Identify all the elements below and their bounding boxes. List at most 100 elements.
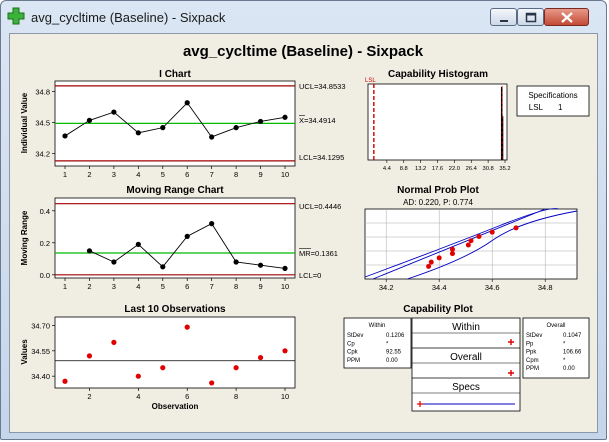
- mr-chart-ytick-label: 0.2: [40, 239, 50, 248]
- overall-stat-label: Ppk: [526, 350, 537, 356]
- capability-plot-title: Capability Plot: [403, 304, 473, 315]
- prob-plot-area: [364, 208, 578, 280]
- mr-chart-ytick-label: 0.4: [40, 207, 50, 216]
- last10-point: [209, 380, 215, 386]
- within-stat-label: StDev: [347, 333, 363, 339]
- last10-title: Last 10 Observations: [124, 304, 226, 315]
- specifications-title: Specifications: [528, 91, 577, 100]
- prob-plot-point: [476, 233, 482, 239]
- last10-xtick-label: 6: [185, 392, 189, 401]
- i-chart-ytick-label: 34.2: [35, 150, 50, 159]
- i-chart-point: [257, 118, 264, 125]
- i-chart-point: [62, 133, 68, 139]
- last10-point: [257, 354, 264, 361]
- i-chart-lcl-label: LCL=34.1295: [299, 153, 344, 162]
- prob-plot-point: [449, 251, 455, 257]
- mr-chart-xtick-label: 5: [161, 282, 165, 291]
- report-title: avg_cycltime (Baseline) - Sixpack: [183, 43, 424, 60]
- i-chart-xtick-label: 4: [136, 170, 140, 179]
- overall-stat-label: StDev: [526, 333, 542, 339]
- i-chart-point: [135, 130, 141, 136]
- i-chart-ylabel: Individual Value: [20, 92, 29, 153]
- specifications-box: [516, 85, 590, 117]
- mr-chart-title: Moving Range Chart: [126, 185, 224, 196]
- within-stats-box: [343, 317, 412, 369]
- overall-stat-label: Pp: [526, 341, 534, 347]
- last10-point: [160, 365, 166, 371]
- last10-point: [62, 378, 68, 384]
- maximize-icon: [525, 12, 537, 23]
- prob-plot-fit-line: [372, 208, 546, 280]
- i-chart-xtick-label: 9: [258, 170, 262, 179]
- close-button[interactable]: [544, 8, 589, 26]
- prob-plot-xtick-label: 34.8: [538, 283, 553, 292]
- i-chart-xtick-label: 8: [234, 170, 238, 179]
- within-stat-value: *: [386, 341, 389, 347]
- i-chart-point: [111, 109, 117, 115]
- overall-band-label: Overall: [450, 352, 482, 363]
- histogram-plot-area: [367, 83, 508, 161]
- histogram-xtick-label: 30.8: [482, 166, 493, 172]
- overall-stat-value: *: [563, 341, 566, 347]
- mr-chart-point: [111, 259, 117, 265]
- title-bar[interactable]: avg_cycltime (Baseline) - Sixpack: [1, 1, 606, 33]
- last10-ytick-label: 34.40: [31, 372, 50, 381]
- prob-plot-point: [513, 225, 519, 231]
- i-chart-xtick-label: 10: [281, 170, 289, 179]
- histogram-xtick-label: 35.2: [499, 166, 510, 172]
- mr-chart-ucl-label: UCL=0.4446: [299, 202, 341, 211]
- mr-chart-ytick-label: 0.0: [40, 271, 50, 280]
- specs-band-label: Specs: [452, 382, 480, 393]
- spec-lsl-label: LSL: [529, 103, 544, 112]
- maximize-button[interactable]: [517, 8, 544, 26]
- mr-chart-xtick-label: 9: [258, 282, 262, 291]
- histogram-xtick-label: 8.8: [400, 166, 408, 172]
- mr-chart-xtick-label: 1: [63, 282, 67, 291]
- overall-stats-box: [522, 317, 590, 379]
- mr-chart-xtick-label: 6: [185, 282, 189, 291]
- mr-chart-point: [257, 262, 264, 268]
- overall-stat-label: PPM: [526, 366, 539, 372]
- i-chart-xtick-label: 1: [63, 170, 67, 179]
- prob-plot-xtick-label: 34.2: [379, 283, 394, 292]
- last10-point: [282, 348, 288, 354]
- last10-xtick-label: 10: [281, 392, 289, 401]
- last10-point: [135, 373, 141, 379]
- minitab-plus-icon: [7, 7, 25, 25]
- mr-chart-point: [160, 264, 166, 270]
- i-chart-point: [160, 125, 166, 131]
- last10-xtick-label: 8: [234, 392, 238, 401]
- overall-stat-value: 0.00: [563, 366, 575, 372]
- mr-chart-lcl-label: LCL=0: [299, 271, 321, 280]
- within-stat-value: 0.1206: [386, 333, 405, 339]
- within-stat-label: Cp: [347, 341, 355, 347]
- histogram-title: Capability Histogram: [388, 69, 488, 80]
- prob-plot-upper-band: [364, 208, 559, 278]
- i-chart-point: [282, 114, 288, 120]
- i-chart-point: [86, 117, 93, 123]
- mr-chart-point: [86, 248, 93, 254]
- prob-plot-xtick-label: 34.4: [432, 283, 447, 292]
- histogram-xtick-label: 4.4: [383, 166, 392, 172]
- i-chart-xtick-label: 3: [112, 170, 116, 179]
- i-chart-title: I Chart: [159, 69, 191, 80]
- overall-stat-value: 0.1047: [563, 333, 582, 339]
- mr-chart-xtick-label: 7: [210, 282, 214, 291]
- prob-plot-point: [468, 238, 474, 244]
- within-marker: [508, 339, 514, 345]
- i-chart-ucl-label: UCL=34.8533: [299, 82, 346, 91]
- i-chart-xtick-label: 7: [210, 170, 214, 179]
- i-chart-point: [233, 125, 239, 131]
- mr-chart-point: [184, 233, 190, 239]
- spec-lsl-value: 1: [558, 103, 563, 112]
- prob-plot-point: [426, 263, 432, 269]
- last10-plot-area: [54, 316, 296, 389]
- window-title: avg_cycltime (Baseline) - Sixpack: [31, 10, 226, 25]
- mr-chart-point: [233, 259, 239, 265]
- minimize-button[interactable]: [490, 8, 517, 26]
- mr-chart-xtick-label: 4: [136, 282, 140, 291]
- i-chart-mean-label: X=34.4914: [299, 116, 336, 125]
- mr-chart-point: [209, 221, 215, 227]
- i-chart-xtick-label: 5: [161, 170, 165, 179]
- prob-plot-subtitle: AD: 0.220, P: 0.774: [403, 198, 473, 207]
